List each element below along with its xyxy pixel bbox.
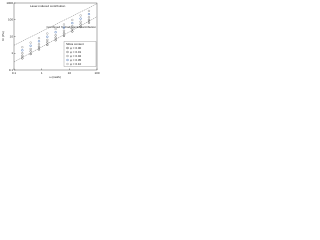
data-point <box>46 38 49 41</box>
data-point <box>54 34 57 37</box>
data-point <box>71 30 74 33</box>
y-tick-label: 0.1 <box>9 68 14 72</box>
data-point <box>71 22 74 25</box>
x-tick-label: 100 <box>94 71 99 75</box>
data-point <box>87 9 91 13</box>
x-axis-label: ω (rad/s) <box>49 75 61 79</box>
chart: ω (rad/s) G' (Pa) 0.1 1 10 1000.11101001000… <box>1 1 100 79</box>
data-point <box>87 18 91 21</box>
data-point <box>87 21 91 24</box>
legend-label: φ = 0.05 <box>70 58 82 62</box>
data-point <box>21 49 24 52</box>
data-point <box>71 27 74 30</box>
data-point <box>21 54 24 57</box>
data-point <box>54 31 57 34</box>
data-point <box>29 50 32 53</box>
data-point <box>87 16 91 19</box>
x-tick-label: 10 <box>68 71 72 75</box>
y-tick-label: 100 <box>8 18 13 22</box>
data-point <box>71 25 74 28</box>
legend-box <box>63 41 97 67</box>
legend-marker <box>66 62 69 66</box>
data-point <box>62 23 66 26</box>
y-tick-label: 1000 <box>6 1 13 5</box>
data-point <box>71 18 74 22</box>
data-point <box>29 47 32 51</box>
data-point <box>29 52 32 56</box>
legend-label: φ = 0.10 <box>70 62 82 66</box>
data-point <box>62 26 66 29</box>
data-point <box>79 20 82 23</box>
legend-marker <box>66 50 69 54</box>
x-tick-label: 0.1 <box>12 71 17 75</box>
reference-line <box>13 3 98 46</box>
data-point <box>37 48 41 51</box>
data-point <box>46 32 49 35</box>
data-point <box>87 12 91 16</box>
legend-marker <box>66 46 69 50</box>
reference-line <box>13 16 98 63</box>
data-point <box>62 32 66 35</box>
data-point <box>79 17 82 20</box>
data-point <box>79 23 82 26</box>
data-point <box>21 57 24 60</box>
data-point <box>37 43 41 46</box>
legend-marker <box>66 54 69 58</box>
data-point <box>46 41 49 44</box>
data-point <box>46 43 49 46</box>
data-point <box>62 34 66 37</box>
y-tick-label: 1 <box>11 51 13 55</box>
data-point <box>21 52 24 55</box>
data-point <box>37 40 41 43</box>
data-point <box>46 35 49 38</box>
data-point <box>54 39 57 42</box>
data-point <box>29 44 32 47</box>
data-point <box>62 29 66 32</box>
legend-label: φ = 0.01 <box>70 50 82 54</box>
data-point <box>54 27 57 31</box>
legend-label: φ = 0.02 <box>70 54 82 58</box>
data-point <box>37 37 41 40</box>
legend-label: φ = 0.00 <box>70 46 82 50</box>
y-tick-label: 10 <box>10 34 14 38</box>
data-point <box>37 45 41 48</box>
x-tick-label: 1 <box>41 71 43 75</box>
data-point <box>21 46 24 49</box>
legend-marker <box>66 58 69 62</box>
data-point <box>79 14 82 17</box>
data-point <box>54 36 57 39</box>
y-axis-label: G' (Pa) <box>1 31 5 40</box>
data-point <box>79 25 82 29</box>
annotation: Laser-induced contribution <box>30 4 66 8</box>
legend-title: Silica content <box>66 42 84 46</box>
data-point <box>29 41 32 44</box>
